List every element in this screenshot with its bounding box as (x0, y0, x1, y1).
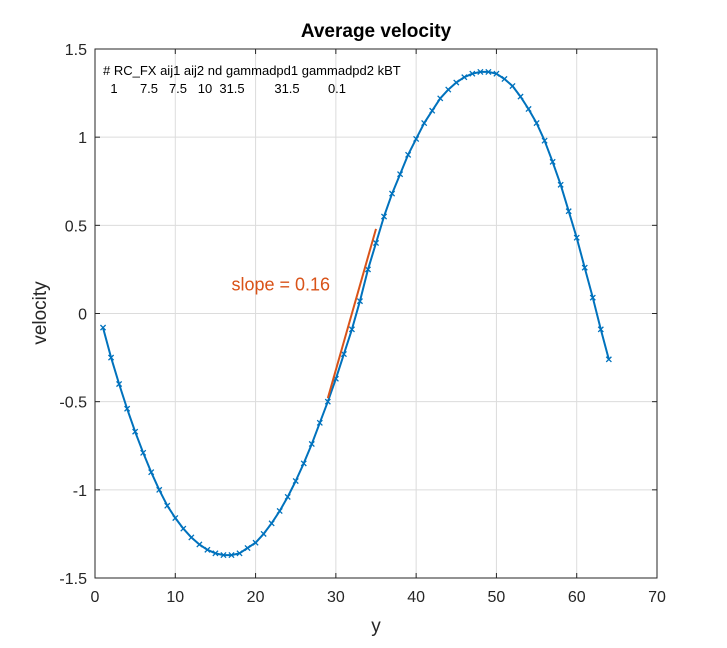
velocity-point-marker (605, 356, 612, 363)
velocity-point-marker (124, 405, 131, 412)
velocity-point-marker (140, 449, 147, 456)
velocity-point-marker (316, 419, 323, 426)
velocity-point-marker (597, 326, 604, 333)
y-tick-label: -0.5 (59, 395, 87, 412)
x-tick-label: 30 (327, 589, 345, 606)
velocity-point-marker (549, 158, 556, 165)
velocity-point-marker (501, 75, 508, 83)
x-tick-label: 0 (91, 589, 100, 606)
velocity-point-marker (421, 120, 428, 127)
velocity-point-marker (260, 530, 267, 537)
velocity-point-marker (148, 469, 155, 476)
velocity-point-marker (565, 208, 572, 215)
velocity-point-marker (461, 74, 468, 81)
param-aij2: 7.5 (169, 81, 187, 96)
x-tick-label: 70 (648, 589, 666, 606)
y-tick-label: 0 (78, 307, 87, 324)
velocity-point-marker (589, 294, 596, 301)
velocity-point-marker (220, 552, 227, 559)
x-axis-label: y (371, 616, 381, 637)
velocity-point-marker (493, 70, 500, 77)
param-rc-fx: 1 (110, 81, 117, 96)
param-gammadpd2: 31.5 (274, 81, 299, 96)
velocity-point-marker (300, 460, 307, 467)
y-tick-label: -1.5 (59, 571, 87, 588)
velocity-point-marker (340, 350, 347, 358)
y-tick-label: 0.5 (65, 218, 87, 235)
velocity-point-marker (364, 266, 372, 273)
velocity-point-marker (509, 82, 516, 90)
velocity-point-marker (188, 534, 195, 541)
velocity-point-marker (453, 79, 460, 86)
x-tick-label: 40 (407, 589, 425, 606)
velocity-point-marker (372, 239, 380, 247)
velocity-point-marker (348, 326, 355, 333)
velocity-point-marker (180, 525, 187, 532)
velocity-point-marker (388, 190, 396, 197)
param-nd: 10 (198, 81, 212, 96)
velocity-point-marker (107, 354, 115, 361)
y-tick-label: 1 (78, 130, 87, 147)
velocity-point-marker (99, 324, 107, 331)
velocity-point-marker (212, 550, 219, 557)
velocity-point-marker (164, 502, 171, 509)
slope-fit-line (326, 228, 377, 399)
velocity-point-marker (405, 151, 412, 158)
x-tick-label: 10 (166, 589, 184, 606)
x-tick-label: 50 (488, 589, 506, 606)
velocity-point-marker (156, 486, 163, 493)
x-tick-label: 20 (247, 589, 265, 606)
velocity-point-marker (413, 135, 420, 142)
velocity-point-marker (172, 514, 179, 522)
velocity-point-marker (445, 86, 452, 93)
velocity-point-marker (533, 120, 540, 127)
y-tick-label: -1 (73, 483, 87, 500)
param-gammadpd1: 31.5 (219, 81, 244, 96)
y-axis-label: velocity (30, 281, 51, 345)
velocity-point-marker (469, 70, 476, 77)
velocity-point-marker (292, 477, 299, 485)
slope-layer: slope = 0.16 (231, 228, 377, 399)
velocity-point-marker (356, 298, 364, 305)
velocity-point-marker (485, 68, 492, 75)
velocity-point-marker (525, 105, 532, 113)
parameter-values: 1 7.5 7.5 10 31.5 31.5 0.1 (110, 81, 346, 96)
velocity-point-marker (429, 107, 436, 114)
x-tick-label: 60 (568, 589, 586, 606)
param-kbt: 0.1 (328, 81, 346, 96)
velocity-point-marker (397, 171, 404, 178)
velocity-point-marker (284, 493, 291, 500)
velocity-point-marker (541, 137, 548, 144)
velocity-point-marker (196, 541, 203, 548)
velocity-point-marker (573, 234, 580, 241)
velocity-point-marker (324, 398, 331, 405)
velocity-point-marker (581, 264, 588, 271)
parameter-header: # RC_FX aij1 aij2 nd gammadpd1 gammadpd2… (103, 63, 401, 78)
axis-ticks: 0 10 20 30 40 50 60 70 -1.5 -1 -0.5 0 0.5 1 1.5 (59, 42, 666, 606)
series-layer (99, 68, 612, 559)
velocity-point-marker (132, 428, 139, 435)
chart-title: Average velocity (301, 21, 452, 42)
velocity-point-marker (308, 440, 315, 448)
y-tick-label: 1.5 (65, 42, 87, 59)
velocity-point-marker (236, 550, 243, 557)
param-aij1: 7.5 (140, 81, 158, 96)
velocity-point-marker (276, 507, 283, 515)
velocity-point-marker (268, 520, 275, 527)
velocity-point-marker (517, 93, 524, 100)
velocity-point-marker (228, 552, 235, 559)
slope-annotation: slope = 0.16 (231, 275, 330, 295)
velocity-point-marker (204, 546, 211, 553)
velocity-point-marker (380, 213, 388, 220)
velocity-point-marker (116, 380, 123, 388)
velocity-series-line (102, 70, 610, 557)
velocity-point-marker (477, 68, 484, 75)
velocity-point-marker (557, 181, 564, 188)
velocity-point-marker (252, 539, 259, 546)
velocity-point-marker (437, 95, 444, 102)
velocity-point-marker (244, 544, 251, 552)
